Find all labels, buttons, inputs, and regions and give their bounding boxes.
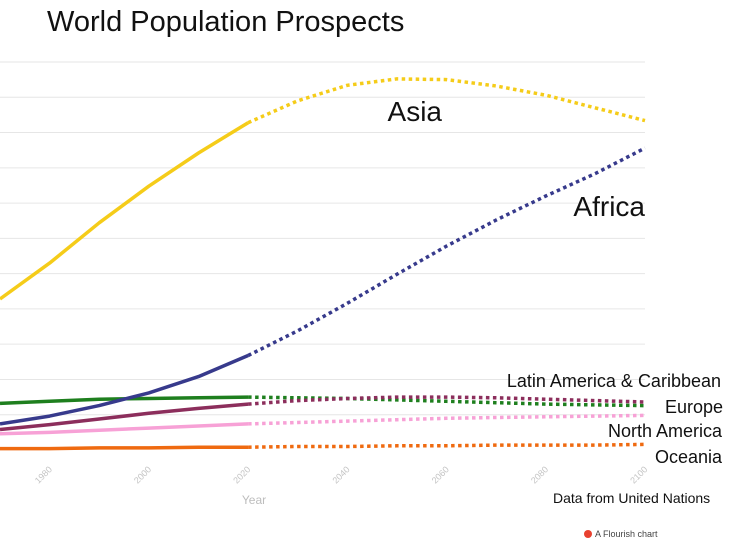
series-labels: Asia Africa Latin America & Caribbean Europ… xyxy=(388,96,723,467)
x-tick-label: 2000 xyxy=(132,464,153,485)
series-line-latin-america-caribbean-historical xyxy=(0,402,249,432)
series-line-asia-projection xyxy=(247,77,646,125)
flourish-logo-icon xyxy=(584,530,592,538)
series-line-oceania-historical xyxy=(0,445,249,451)
series-line-latin-america-caribbean-projection xyxy=(247,395,646,406)
gridlines xyxy=(0,61,645,416)
series-line-europe-projection xyxy=(248,395,646,408)
x-tick-labels: 1980 2000 2020 2040 2060 2080 2100 xyxy=(33,464,650,485)
series-lines xyxy=(0,77,646,451)
series-label-latin-america-caribbean: Latin America & Caribbean xyxy=(507,371,721,391)
x-tick-label: 1980 xyxy=(33,464,54,485)
x-tick-label: 2060 xyxy=(430,464,451,485)
chart-title: World Population Prospects xyxy=(47,6,405,38)
series-line-north-america-historical xyxy=(0,422,249,436)
x-axis-title: Year xyxy=(242,493,266,507)
series-label-north-america: North America xyxy=(608,421,723,441)
flourish-credit[interactable]: A Flourish chart xyxy=(584,529,658,539)
series-line-africa-historical xyxy=(0,353,249,426)
series-label-oceania: Oceania xyxy=(655,447,723,467)
x-tick-label: 2040 xyxy=(330,464,351,485)
series-label-asia: Asia xyxy=(388,96,443,127)
source-note: Data from United Nations xyxy=(553,490,711,506)
series-line-asia-historical xyxy=(0,121,250,301)
series-label-africa: Africa xyxy=(573,191,645,222)
x-tick-label: 2020 xyxy=(231,464,252,485)
flourish-credit-label: A Flourish chart xyxy=(595,529,658,539)
series-line-north-america-projection xyxy=(248,413,646,426)
series-line-africa-projection xyxy=(247,146,646,358)
x-tick-label: 2100 xyxy=(628,464,649,485)
x-tick-label: 2080 xyxy=(529,464,550,485)
series-label-europe: Europe xyxy=(665,397,723,417)
series-line-oceania-projection xyxy=(248,442,646,449)
